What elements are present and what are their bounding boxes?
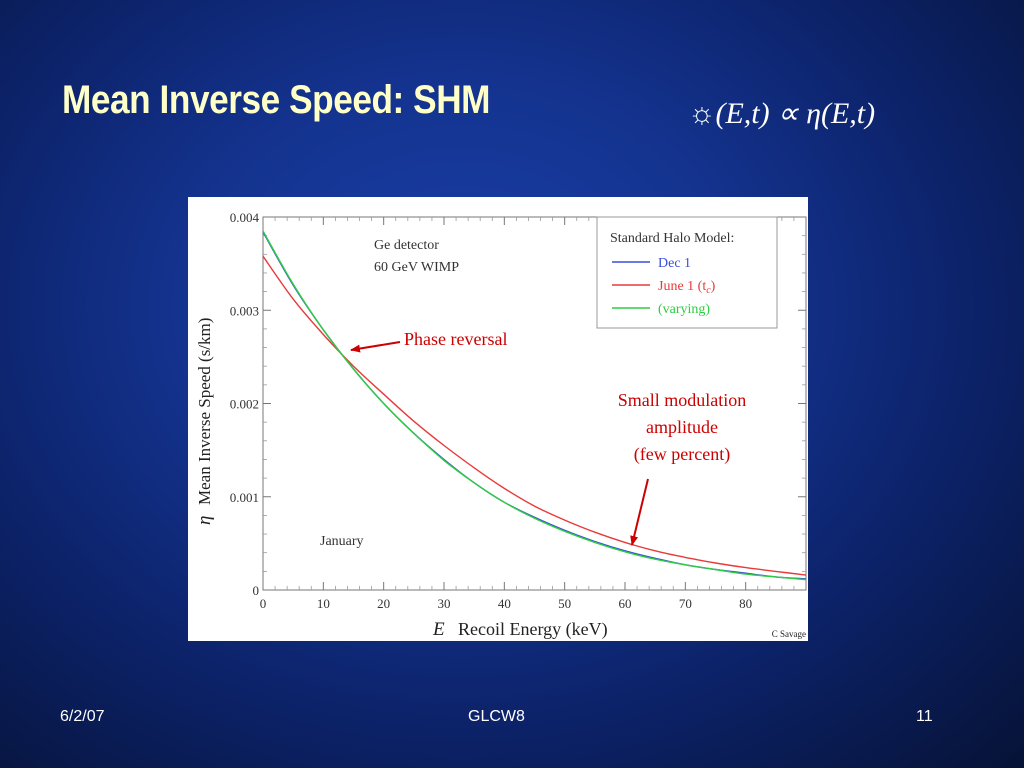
legend-label-june1: June 1 (tc) (658, 279, 716, 296)
legend: Standard Halo Model: Dec 1 June 1 (tc) (… (596, 216, 778, 329)
modulation-label-1: Small modulation (618, 390, 747, 410)
y-axis-label: Mean Inverse Speed (s/km) (195, 318, 214, 505)
x-tick-label: 70 (679, 596, 692, 611)
x-tick-label: 50 (558, 596, 571, 611)
modulation-arrow (630, 478, 649, 546)
phase-reversal-label: Phase reversal (404, 329, 507, 349)
y-tick-label: 0.001 (230, 490, 259, 505)
x-axis-variable: E (432, 619, 445, 640)
modulation-label-3: (few percent) (634, 444, 730, 465)
axis-ticks: 0 10 20 30 40 50 60 70 80 0 0.001 0.002 0.003 0.004 (230, 210, 806, 611)
detector-label: Ge detector (374, 238, 439, 253)
month-label: January (320, 534, 364, 549)
wimp-label: 60 GeV WIMP (374, 260, 459, 275)
x-axis-label: Recoil Energy (keV) (458, 619, 608, 640)
x-tick-label: 40 (498, 596, 511, 611)
series-line-varying (262, 230, 807, 581)
series-line-june1 (262, 255, 807, 576)
credit-label: C Savage (772, 629, 806, 639)
legend-june-tail: ) (711, 279, 716, 294)
legend-label-dec1: Dec 1 (658, 256, 691, 271)
modulation-label-2: amplitude (646, 417, 718, 437)
x-tick-label: 80 (739, 596, 752, 611)
x-tick-label: 0 (260, 596, 267, 611)
y-tick-label: 0.004 (230, 210, 260, 225)
x-tick-label: 20 (377, 596, 390, 611)
y-axis-variable: η (194, 516, 215, 525)
legend-june-text: June 1 (t (658, 279, 706, 294)
x-tick-label: 30 (438, 596, 451, 611)
y-tick-label: 0.003 (230, 303, 259, 318)
y-tick-label: 0 (253, 583, 260, 598)
slide-title: Mean Inverse Speed: SHM (62, 78, 491, 122)
legend-box (596, 216, 778, 329)
y-tick-label: 0.002 (230, 397, 259, 412)
x-tick-label: 60 (619, 596, 632, 611)
footer-page-number: 11 (916, 708, 933, 725)
footer-date: 6/2/07 (60, 708, 105, 725)
series-lines (262, 230, 807, 581)
mean-inverse-speed-chart: 0 10 20 30 40 50 60 70 80 0 0.001 0.002 0.003 0.004 E… (194, 210, 807, 640)
footer-event: GLCW8 (468, 708, 525, 725)
phase-reversal-arrow (350, 341, 401, 353)
legend-title: Standard Halo Model: (610, 231, 734, 246)
title-formula: ☼(E,t) ∝ η(E,t) (688, 97, 876, 130)
x-tick-label: 10 (317, 596, 330, 611)
chart-panel: 0 10 20 30 40 50 60 70 80 0 0.001 0.002 0.003 0.004 E… (188, 197, 808, 641)
legend-label-varying: (varying) (658, 302, 710, 317)
legend-june-sub: c (706, 285, 711, 296)
